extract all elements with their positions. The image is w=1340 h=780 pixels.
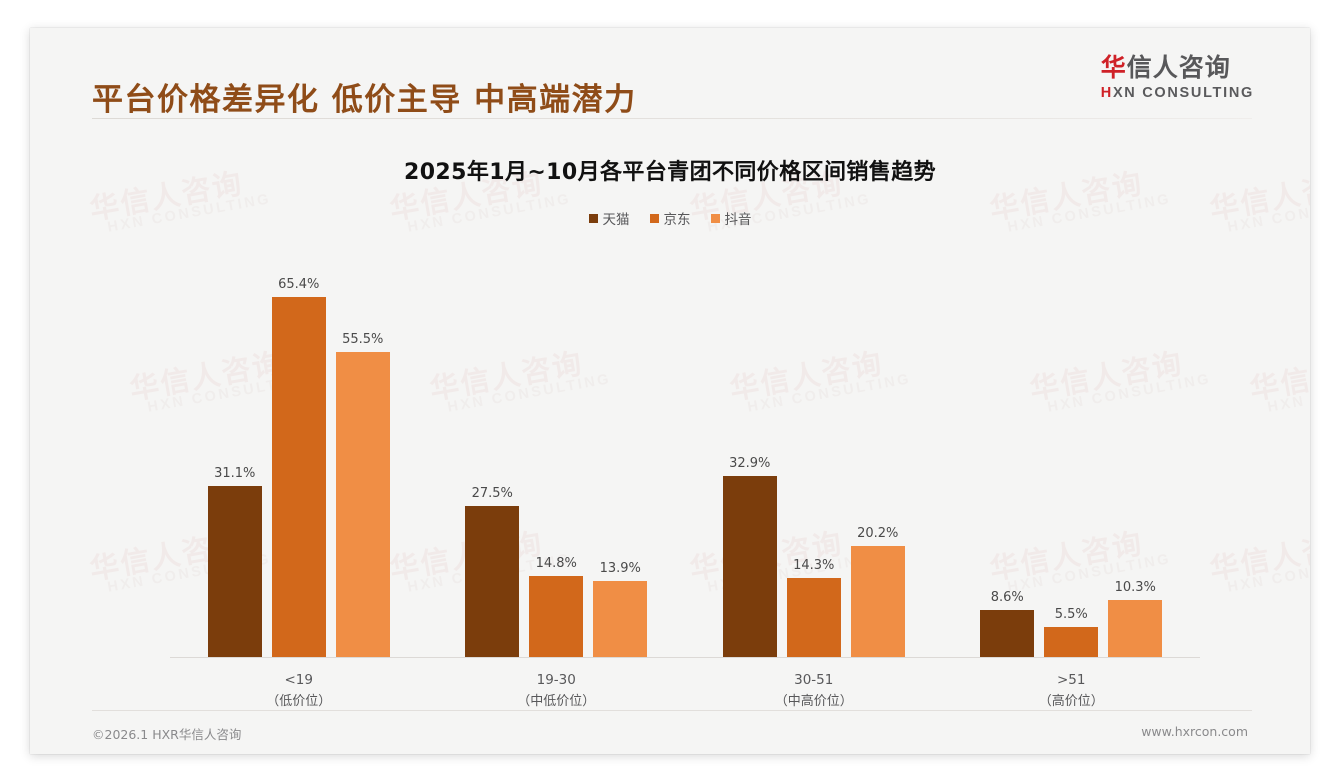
logo-english: HXN CONSULTING bbox=[1101, 85, 1254, 101]
x-axis-labels: <19 （低价位） 19-30 （中低价位） 30-51 （中高价位） >51 （高价位） bbox=[170, 660, 1200, 718]
x-axis-label-sub: （中低价位） bbox=[517, 694, 596, 710]
bar-抖音-30-51[interactable] bbox=[850, 545, 905, 657]
bar-value-label: 31.1% bbox=[214, 465, 256, 481]
legend-label: 抖音 bbox=[724, 212, 752, 228]
slide-canvas: 华信人咨询 HXN CONSULTING 华信人咨询 HXN CONSULTING 华信… bbox=[30, 28, 1310, 754]
brand-logo: 华信人咨询 HXN CONSULTING bbox=[1100, 53, 1254, 101]
x-axis-label-<19: <19 （低价位） bbox=[170, 660, 428, 718]
bar-item[interactable]: 13.9% bbox=[593, 248, 648, 657]
x-axis-label-main: 19-30 bbox=[536, 672, 576, 688]
logo-chinese: 华信人咨询 bbox=[1100, 53, 1254, 83]
bar-item[interactable]: 14.3% bbox=[786, 248, 841, 657]
legend-label: 天猫 bbox=[602, 212, 630, 228]
bar-item[interactable]: 8.6% bbox=[980, 248, 1035, 657]
bar-天猫-<19[interactable] bbox=[207, 485, 262, 657]
bar-item[interactable]: 5.5% bbox=[1044, 248, 1099, 657]
bar-天猫->51[interactable] bbox=[980, 609, 1035, 657]
bar-天猫-19-30[interactable] bbox=[465, 505, 520, 657]
bar-item[interactable]: 10.3% bbox=[1108, 248, 1163, 657]
bar-京东-<19[interactable] bbox=[271, 297, 326, 657]
header-divider bbox=[92, 118, 1252, 119]
bar-value-label: 10.3% bbox=[1114, 580, 1156, 596]
bar-京东-30-51[interactable] bbox=[786, 578, 841, 657]
legend-item-京东[interactable]: 京东 bbox=[649, 208, 691, 228]
bar-item[interactable]: 65.4% bbox=[271, 248, 326, 657]
bar-京东-19-30[interactable] bbox=[529, 575, 584, 657]
bar-抖音-19-30[interactable] bbox=[593, 580, 648, 657]
bar-item[interactable]: 31.1% bbox=[207, 248, 262, 657]
chart-title: 2025年1月~10月各平台青团不同价格区间销售趋势 bbox=[404, 160, 936, 185]
logo-chinese-red: 华 bbox=[1100, 53, 1127, 82]
logo-chinese-rest: 信人咨询 bbox=[1126, 53, 1231, 82]
x-axis-label-19-30: 19-30 （中低价位） bbox=[428, 660, 686, 718]
legend-label: 京东 bbox=[663, 212, 691, 228]
x-axis-label-main: >51 bbox=[1057, 672, 1086, 688]
bar-抖音->51[interactable] bbox=[1108, 600, 1163, 657]
bar-item[interactable]: 14.8% bbox=[529, 248, 584, 657]
bar-value-label: 55.5% bbox=[342, 331, 384, 347]
logo-english-red: H bbox=[1100, 84, 1113, 101]
legend-swatch-icon bbox=[649, 213, 659, 223]
bar-value-label: 14.3% bbox=[793, 558, 835, 574]
bar-item[interactable]: 20.2% bbox=[850, 248, 905, 657]
bar-group: 27.5% 14.8% 13.9% bbox=[428, 248, 686, 657]
bar-item[interactable]: 32.9% bbox=[722, 248, 777, 657]
slide-footer: ©2026.1 HXR华信人咨询 www.hxrcon.com bbox=[30, 710, 1310, 754]
x-axis-label-main: <19 bbox=[284, 672, 314, 688]
chart-legend: 天猫 京东 抖音 bbox=[30, 208, 1310, 228]
x-axis-line bbox=[170, 657, 1200, 658]
bar-groups: 31.1% 65.4% 55.5% 27.5% 14.8% 13.9% 32.9% 14.3%… bbox=[170, 248, 1200, 657]
x-axis-label-30-51: 30-51 （中高价位） bbox=[685, 660, 943, 718]
bar-value-label: 20.2% bbox=[857, 525, 899, 541]
bar-value-label: 14.8% bbox=[535, 555, 577, 571]
bar-item[interactable]: 55.5% bbox=[335, 248, 390, 657]
legend-item-天猫[interactable]: 天猫 bbox=[588, 208, 630, 228]
bar-group: 31.1% 65.4% 55.5% bbox=[170, 248, 428, 657]
bar-group: 32.9% 14.3% 20.2% bbox=[685, 248, 943, 657]
legend-item-抖音[interactable]: 抖音 bbox=[710, 208, 752, 228]
x-axis-label-sub: （中高价位） bbox=[774, 694, 853, 710]
bar-item[interactable]: 27.5% bbox=[465, 248, 520, 657]
bar-value-label: 5.5% bbox=[1054, 606, 1088, 622]
slide-header: 平台价格差异化 低价主导 中高端潜力 华信人咨询 HXN CONSULTING bbox=[30, 28, 1310, 120]
bar-value-label: 13.9% bbox=[599, 560, 641, 576]
x-axis-label-main: 30-51 bbox=[794, 672, 834, 688]
bar-chart: 2025年1月~10月各平台青团不同价格区间销售趋势 天猫 京东 抖音 31.1% 6… bbox=[30, 120, 1310, 712]
bar-天猫-30-51[interactable] bbox=[722, 476, 777, 657]
footer-copyright: ©2026.1 HXR华信人咨询 bbox=[92, 727, 242, 742]
bar-group: 8.6% 5.5% 10.3% bbox=[943, 248, 1201, 657]
bar-抖音-<19[interactable] bbox=[335, 351, 390, 657]
bar-value-label: 8.6% bbox=[990, 589, 1024, 605]
legend-swatch-icon bbox=[710, 213, 720, 223]
bar-value-label: 27.5% bbox=[471, 485, 513, 501]
x-axis-label-sub: （高价位） bbox=[1038, 694, 1104, 710]
legend-swatch-icon bbox=[588, 213, 598, 223]
footer-divider bbox=[92, 710, 1252, 711]
bar-value-label: 32.9% bbox=[729, 456, 771, 472]
bar-value-label: 65.4% bbox=[278, 277, 320, 293]
chart-plot-area: 31.1% 65.4% 55.5% 27.5% 14.8% 13.9% 32.9% 14.3%… bbox=[170, 248, 1200, 718]
x-axis-label-sub: （低价位） bbox=[266, 694, 332, 710]
bar-京东->51[interactable] bbox=[1044, 626, 1099, 657]
logo-english-rest: XN CONSULTING bbox=[1112, 84, 1254, 101]
x-axis-label->51: >51 （高价位） bbox=[943, 660, 1201, 718]
footer-website: www.hxrcon.com bbox=[1141, 724, 1248, 739]
page-title: 平台价格差异化 低价主导 中高端潜力 bbox=[92, 82, 637, 118]
